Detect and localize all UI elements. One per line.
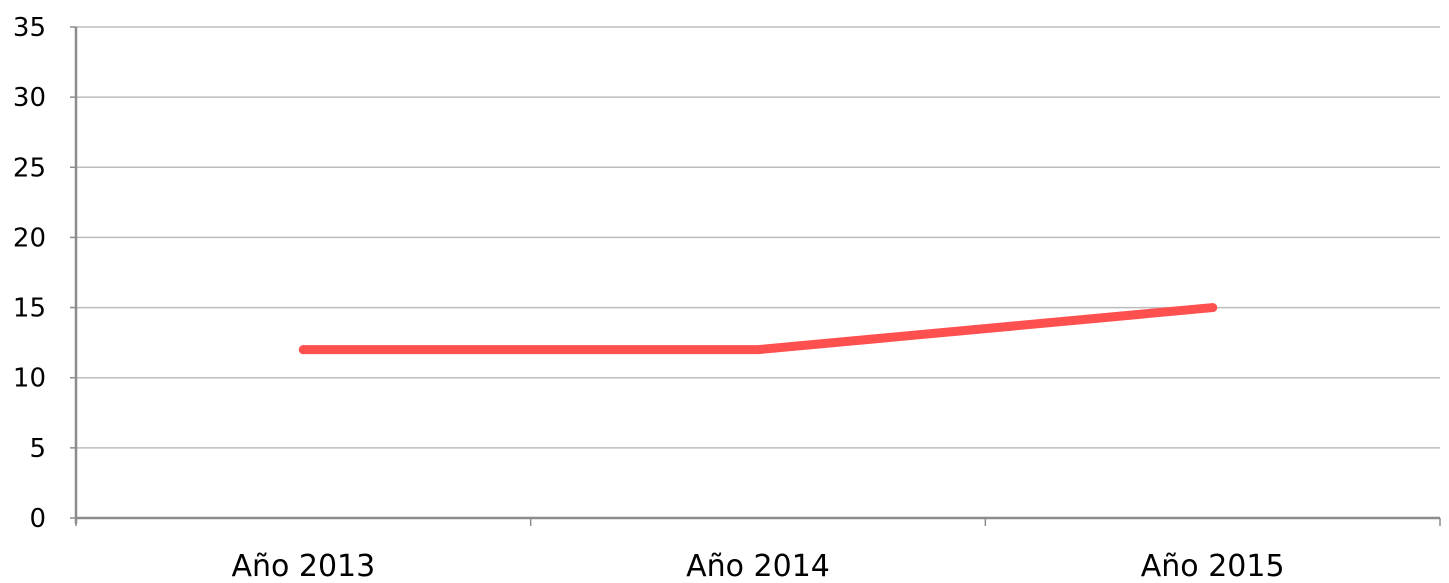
- series-line-0: [298, 303, 1218, 355]
- x-tick-label: Año 2014: [686, 549, 830, 583]
- gridlines: [76, 26, 1440, 449]
- y-tick-label: 5: [29, 434, 46, 464]
- y-tick-label: 15: [13, 294, 46, 324]
- data-point: [753, 345, 763, 355]
- y-tick-label: 10: [13, 364, 46, 394]
- y-axis-ticks: 0 5 10 15 20 25 30 35: [13, 13, 76, 534]
- x-axis-ticks: Año 2013 Año 2014 Año 2015: [75, 518, 1441, 583]
- y-tick-label: 0: [29, 504, 46, 534]
- x-tick-label: Año 2013: [231, 549, 375, 583]
- data-point: [1208, 303, 1218, 313]
- y-tick-label: 35: [13, 13, 46, 43]
- x-tick-label: Año 2015: [1141, 549, 1285, 583]
- y-tick-label: 25: [13, 153, 46, 183]
- series-group: [298, 303, 1218, 355]
- y-tick-label: 30: [13, 83, 46, 113]
- data-point: [298, 345, 308, 355]
- axes: [74, 27, 1440, 524]
- y-tick-label: 20: [13, 223, 46, 253]
